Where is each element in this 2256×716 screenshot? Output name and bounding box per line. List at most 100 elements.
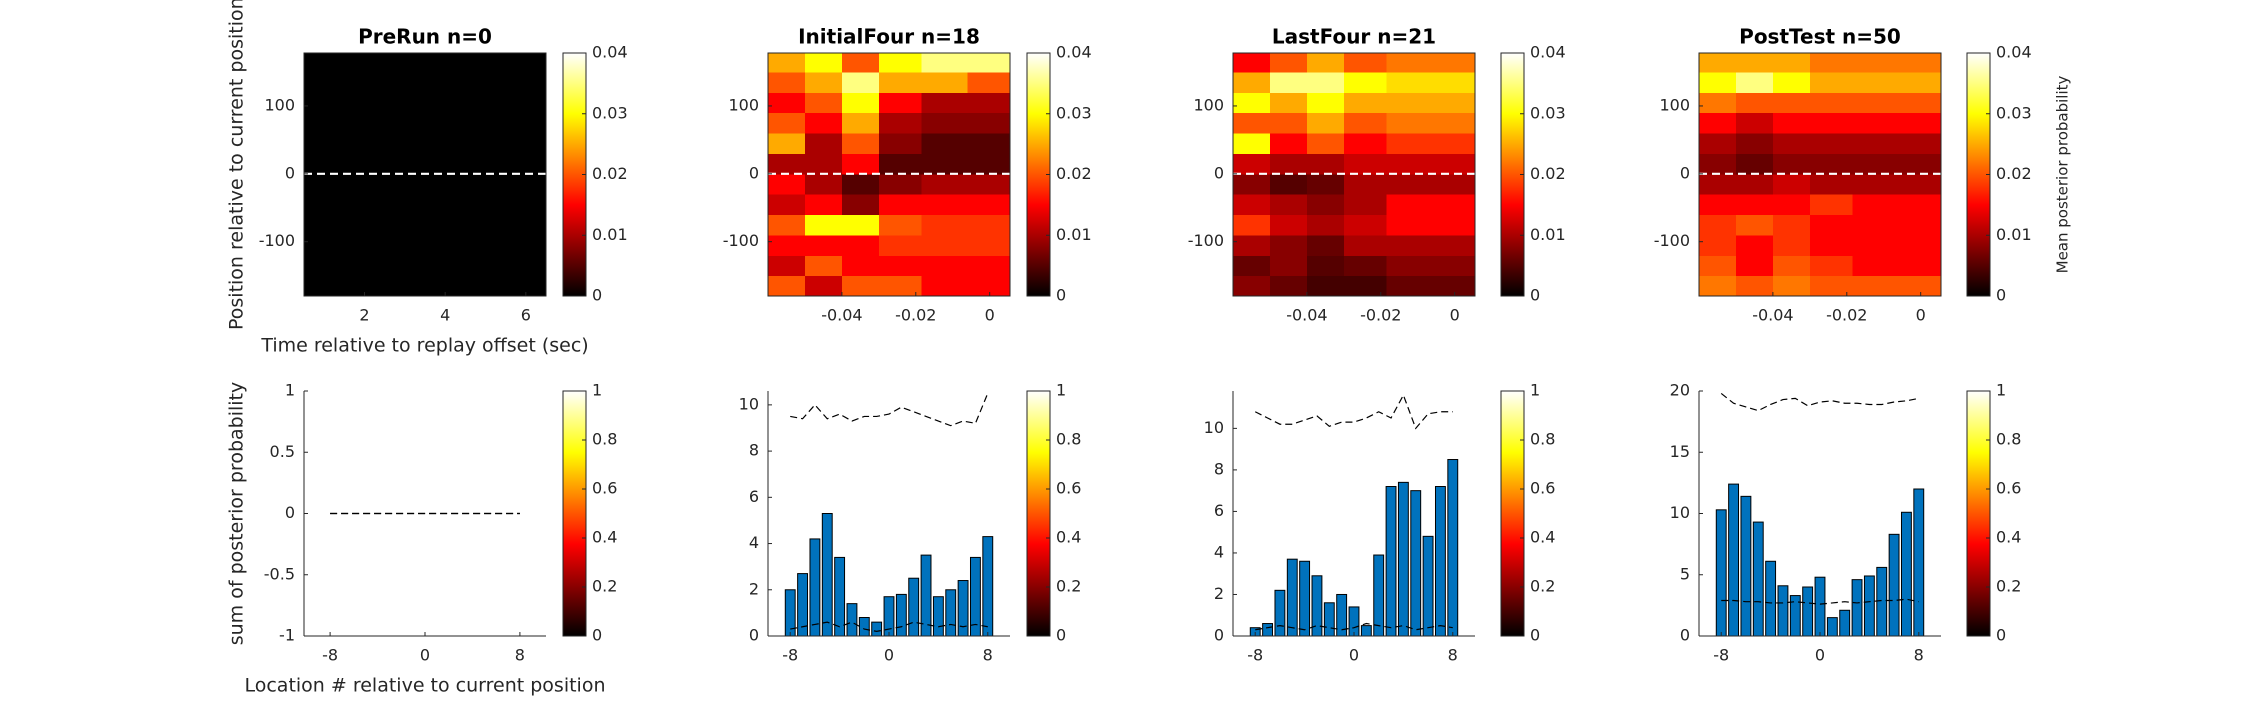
x-tick-label: 6	[521, 306, 531, 325]
colorbar-tick-label: 0.03	[1996, 103, 2032, 122]
heatmap-cell	[1432, 112, 1476, 134]
heatmap-cell	[425, 234, 466, 256]
heatmap-cell	[921, 234, 969, 256]
y-tick-label: 2	[1214, 584, 1224, 603]
heatmap-cell	[1306, 153, 1345, 175]
heatmap-cell	[921, 214, 969, 236]
bar	[1360, 625, 1372, 637]
y-tick-label: 8	[749, 441, 759, 460]
heatmap-cell	[1772, 275, 1811, 297]
heatmap-cell	[304, 275, 345, 297]
colorbar-tick-label: 0.8	[1996, 430, 2021, 449]
heatmap-cell	[768, 194, 806, 216]
heatmap-cell	[505, 214, 547, 236]
heatmap-cell	[1809, 234, 1853, 256]
panel: 2 4 6 -100 0 100 PreRun n=0 Time relative to re…	[226, 0, 628, 357]
colorbar-tick-label: 1	[1996, 381, 2006, 400]
colorbar-tick-label: 0.04	[1056, 43, 1092, 62]
y-tick-label: 4	[1214, 542, 1224, 561]
bar	[1777, 585, 1789, 637]
y-axis-label: sum of posterior probability	[226, 382, 248, 646]
x-tick-label: -8	[1247, 646, 1263, 665]
heatmap-cell	[1269, 194, 1308, 216]
heatmap-cell	[1809, 72, 1853, 93]
colorbar-tick-label: 0.01	[1530, 225, 1566, 244]
y-tick-label: 20	[1670, 381, 1690, 400]
y-tick-label: 10	[739, 394, 759, 413]
heatmap-cell	[841, 53, 880, 73]
heatmap-cell	[1699, 255, 1737, 277]
heatmap-cell	[465, 214, 507, 236]
heatmap-cell	[344, 153, 386, 175]
heatmap-cell	[1699, 275, 1737, 297]
heatmap-cell	[921, 53, 969, 73]
heatmap-cell	[878, 214, 922, 236]
heatmap-cell	[425, 275, 466, 297]
heatmap-cell	[1432, 53, 1476, 73]
x-tick-label: 8	[515, 646, 525, 665]
x-tick-label: 8	[1448, 646, 1458, 665]
heatmap-cell	[465, 72, 507, 93]
y-tick-label: 0.5	[270, 442, 295, 461]
heatmap-cell	[1699, 153, 1737, 175]
heatmap-cell	[1386, 275, 1434, 297]
heatmap-cell	[344, 53, 386, 73]
bar	[1876, 566, 1888, 637]
colorbar-tick-label: 0.2	[1056, 577, 1081, 596]
axes-box	[1698, 52, 1942, 297]
heatmap-cell	[804, 173, 843, 195]
heatmap-cell	[425, 153, 466, 175]
heatmap-cell	[1343, 173, 1387, 195]
heatmap-cell	[841, 112, 880, 134]
x-tick-label: -8	[782, 646, 798, 665]
heatmap-cell	[1699, 194, 1737, 216]
heatmap-cell	[1306, 133, 1345, 154]
colorbar-tick-label: 0.01	[592, 225, 628, 244]
heatmap-cell	[804, 194, 843, 216]
heatmap-cell	[465, 275, 507, 297]
colorbar	[1026, 390, 1051, 637]
heatmap-cell	[1735, 112, 1774, 134]
heatmap-cell	[768, 72, 806, 93]
heatmap-cell	[1306, 234, 1345, 256]
y-tick-label: 100	[1193, 95, 1224, 114]
heatmap-cell	[1735, 153, 1774, 175]
heatmap-cell	[1306, 92, 1345, 114]
heatmap-cell	[344, 234, 386, 256]
y-tick-label: 0	[1214, 163, 1224, 182]
x-tick-label: -8	[1713, 646, 1729, 665]
heatmap-cell	[465, 173, 507, 195]
heatmap-cell	[804, 72, 843, 93]
heatmap-cell	[967, 72, 1011, 93]
heatmap-cell	[1432, 92, 1476, 114]
panel: -8 0 8 0 2 4 6 8 10 0 0.2 0.4 0.6 0.8 1	[1204, 381, 1556, 665]
heatmap-cell	[1898, 194, 1942, 216]
heatmap-cell	[1269, 275, 1308, 297]
heatmap-cell	[1852, 173, 1900, 195]
bar	[1888, 533, 1900, 637]
heatmap-cell	[1233, 275, 1271, 297]
heatmap-cell	[768, 214, 806, 236]
bar	[1262, 623, 1274, 637]
heatmap-cell	[841, 275, 880, 297]
colorbar-tick-label: 0.03	[1056, 103, 1092, 122]
heatmap-cell	[1772, 214, 1811, 236]
heatmap-cell	[384, 112, 426, 134]
colorbar-tick-label: 0.4	[592, 528, 617, 547]
x-tick-label: 0	[884, 646, 894, 665]
bar	[1826, 617, 1838, 637]
heatmap-cell	[384, 133, 426, 154]
panel: -0.04 -0.02 0 -100 0 100 PostTest n=50 0 0.01 0.0…	[1654, 25, 2072, 325]
heatmap-cell	[1343, 194, 1387, 216]
colorbar-tick-label: 1	[1056, 381, 1066, 400]
heatmap-cell	[1269, 234, 1308, 256]
heatmap-cell	[1852, 153, 1900, 175]
heatmap-cell	[1306, 194, 1345, 216]
panel: -8 0 8 -1 -0.5 0 0.5 1 Location # relative to cu…	[226, 381, 618, 697]
y-tick-label: 100	[1659, 95, 1690, 114]
heatmap-cell	[344, 173, 386, 195]
heatmap-cell	[344, 72, 386, 93]
heatmap-cell	[768, 275, 806, 297]
heatmap-cell	[967, 53, 1011, 73]
